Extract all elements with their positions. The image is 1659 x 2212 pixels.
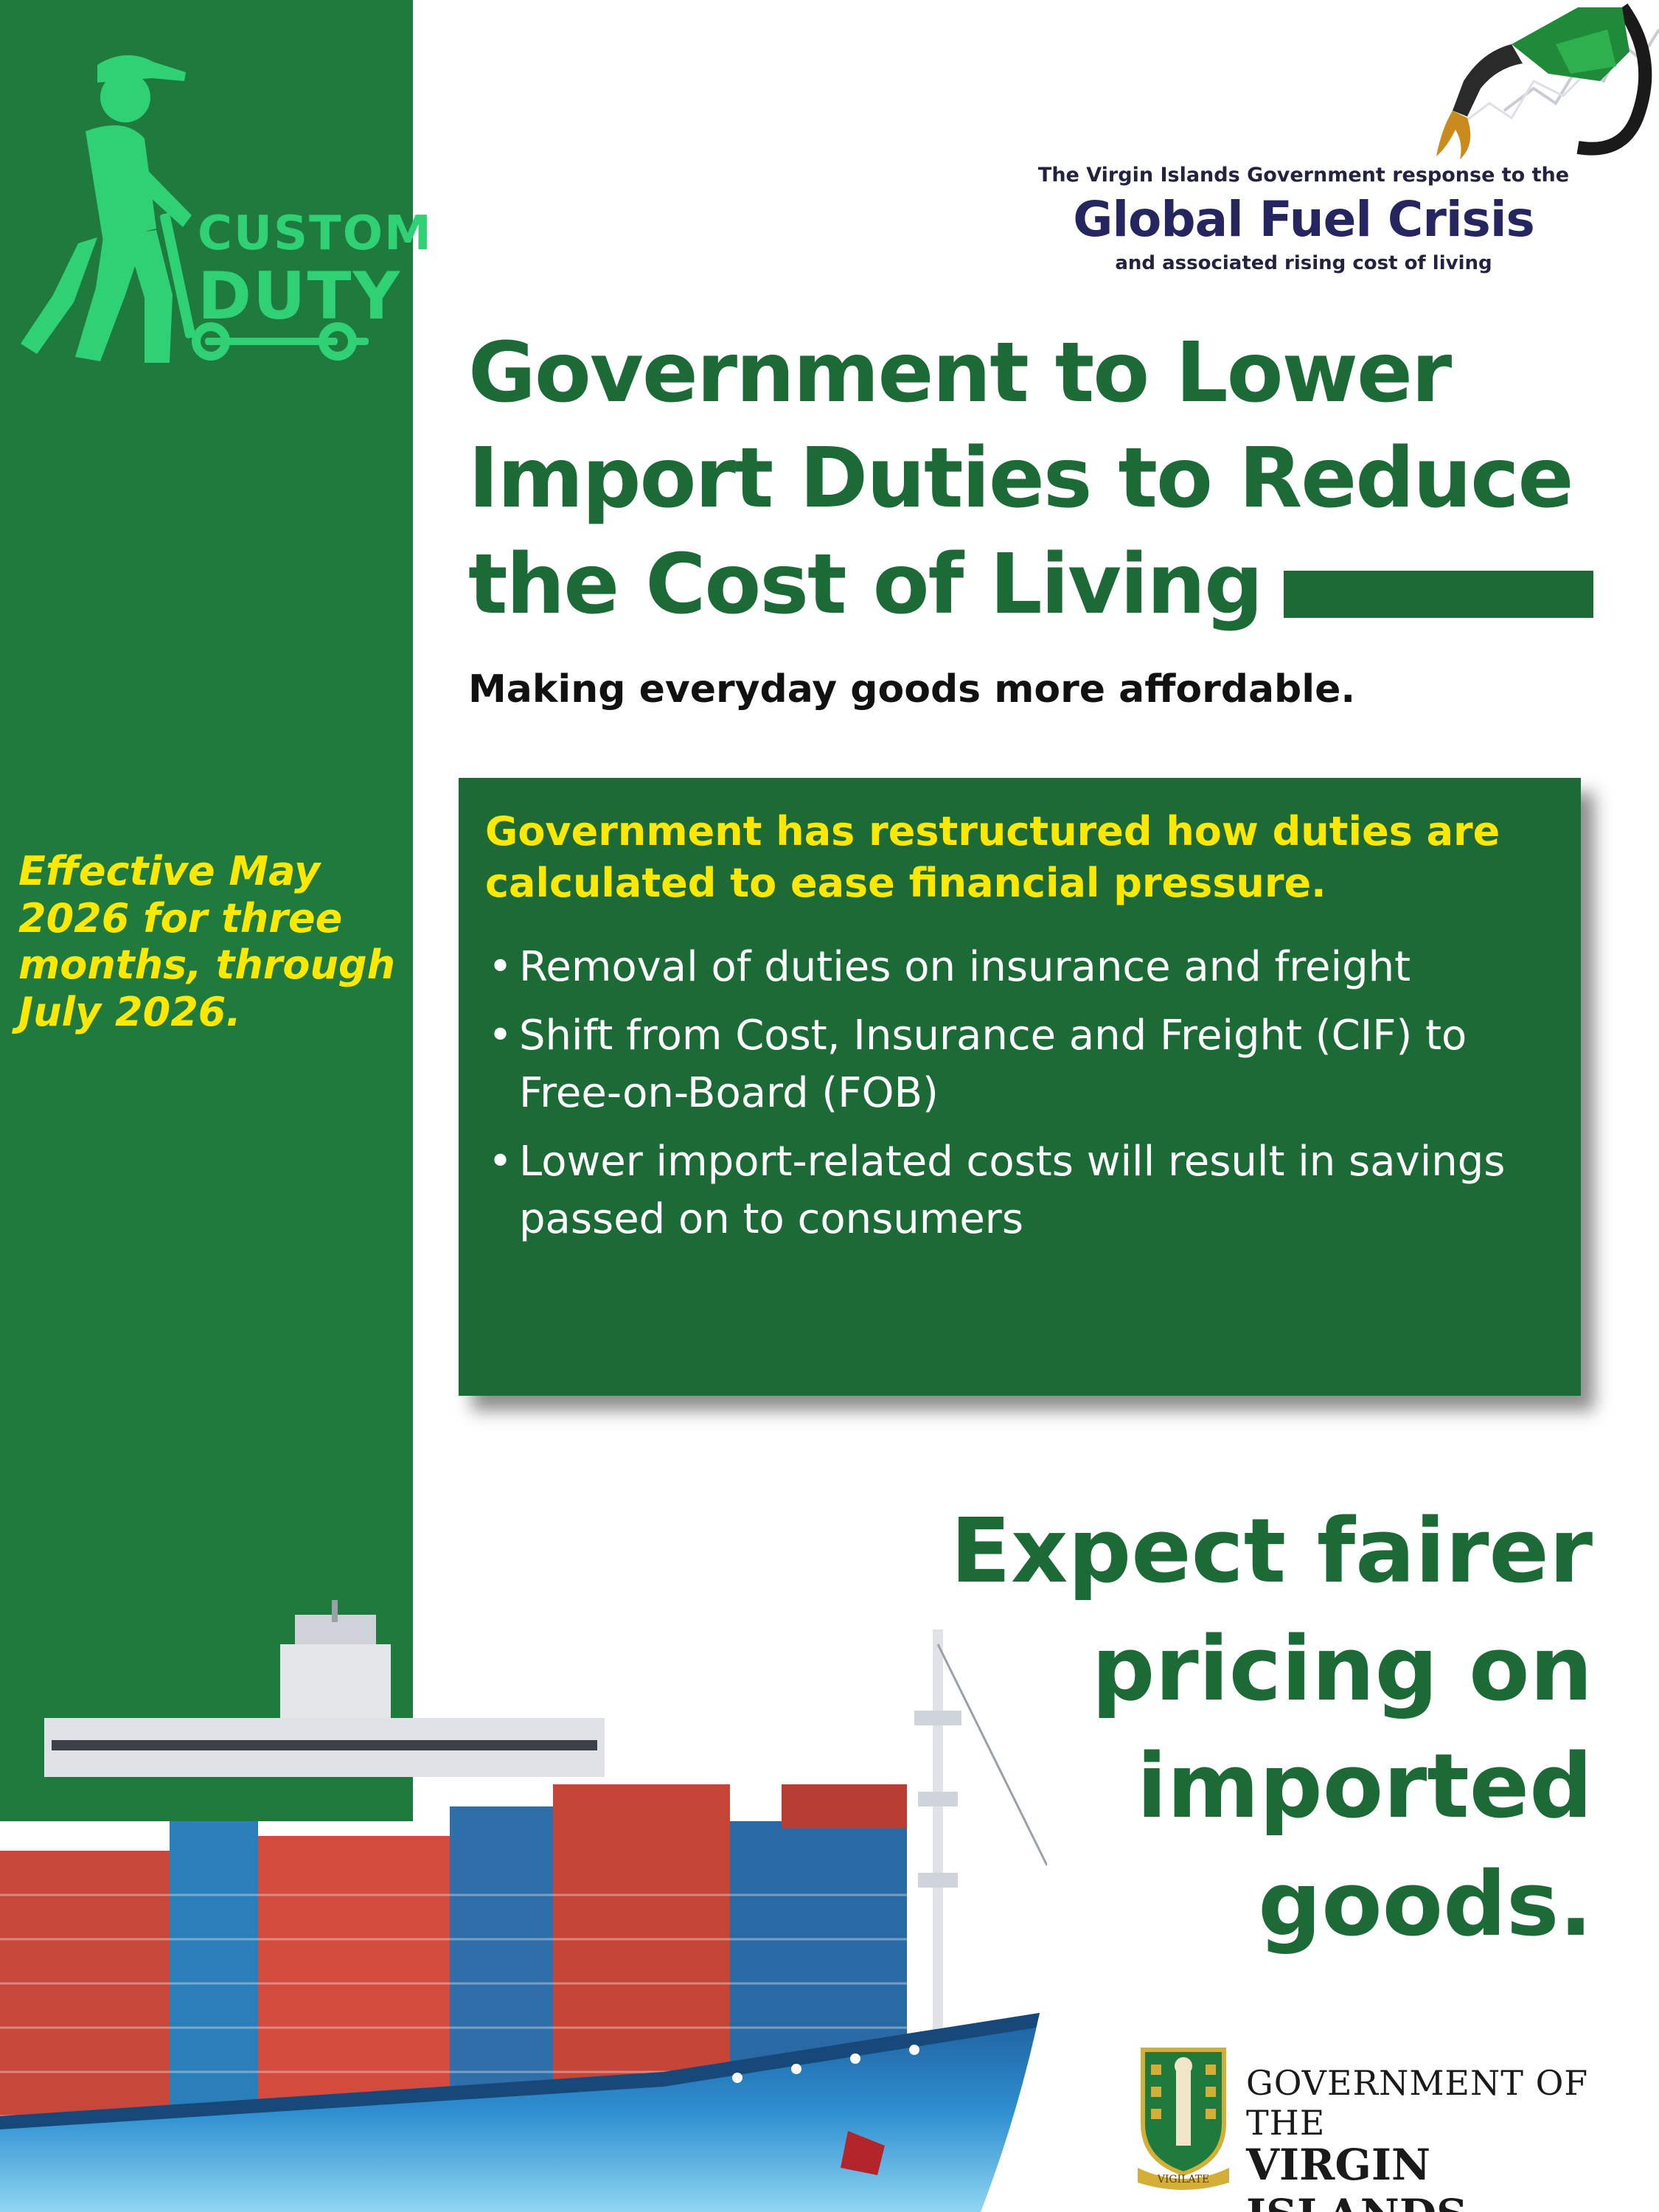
info-bullet-list: • Removal of duties on insurance and frei… [485, 939, 1554, 1248]
expect-statement: Expect fairer pricing on imported goods. [929, 1493, 1593, 1964]
expect-line-1: Expect fairer [950, 1500, 1593, 1603]
campaign-intro-text: The Virgin Islands Government response t… [1037, 164, 1570, 187]
expect-line-2: pricing on [1091, 1618, 1593, 1721]
info-box: Government has restructured how duties a… [459, 778, 1581, 1396]
government-logo-text: GOVERNMENT OF THE VIRGIN ISLANDS [1246, 2063, 1659, 2212]
info-bullet-item: • Shift from Cost, Insurance and Freight … [485, 1007, 1554, 1123]
campaign-title: Global Fuel Crisis [1073, 191, 1534, 248]
info-bullet-item: • Lower import-related costs will result … [485, 1133, 1554, 1249]
bullet-dot-icon: • [488, 1137, 513, 1186]
campaign-header: The Virgin Islands Government response t… [1001, 164, 1606, 274]
info-bullet-text: Lower import-related costs will result i… [519, 1137, 1506, 1243]
sidebar-panel: CUSTOM DUTY Effective May 2026 for three… [0, 0, 431, 1821]
main-headline: Government to Lower Import Duties to Red… [468, 321, 1618, 638]
info-bullet-text: Shift from Cost, Insurance and Freight (… [519, 1011, 1467, 1118]
bullet-dot-icon: • [488, 1011, 513, 1060]
headline-line-1: Government to Lower [468, 325, 1452, 421]
government-name-line-2: VIRGIN ISLANDS [1246, 2140, 1467, 2212]
headline-line-3-row: the Cost of Living [468, 532, 1618, 638]
government-name-line-1: GOVERNMENT OF THE [1246, 2063, 1589, 2143]
info-bullet-item: • Removal of duties on insurance and frei… [485, 939, 1554, 996]
logo-word-custom: CUSTOM [198, 206, 433, 261]
campaign-subtitle: and associated rising cost of living [1115, 252, 1492, 274]
info-lead-text: Government has restructured how duties a… [485, 808, 1500, 907]
info-bullet-text: Removal of duties on insurance and freig… [519, 943, 1411, 992]
headline-line-2: Import Duties to Reduce [468, 431, 1573, 527]
container-ship-illustration [0, 1600, 1047, 2212]
logo-word-duty: DUTY [198, 258, 402, 334]
worker-pushing-cart-icon [21, 55, 369, 363]
effective-date-text: Effective May 2026 for three months, thr… [18, 848, 396, 1036]
custom-duty-logo: CUSTOM DUTY [15, 44, 431, 369]
seal-motto-text: VIGILATE [1157, 2174, 1210, 2185]
subheadline: Making everyday goods more affordable. [468, 667, 1356, 712]
fuel-nozzle-illustration [1436, 3, 1659, 159]
bullet-dot-icon: • [488, 943, 513, 992]
expect-line-3: imported [1136, 1736, 1593, 1839]
virgin-islands-coat-of-arms-icon: VIGILATE [1138, 2048, 1229, 2190]
headline-line-3: the Cost of Living [468, 536, 1263, 633]
expect-line-4: goods. [1258, 1853, 1593, 1956]
headline-accent-bar [1284, 571, 1594, 619]
